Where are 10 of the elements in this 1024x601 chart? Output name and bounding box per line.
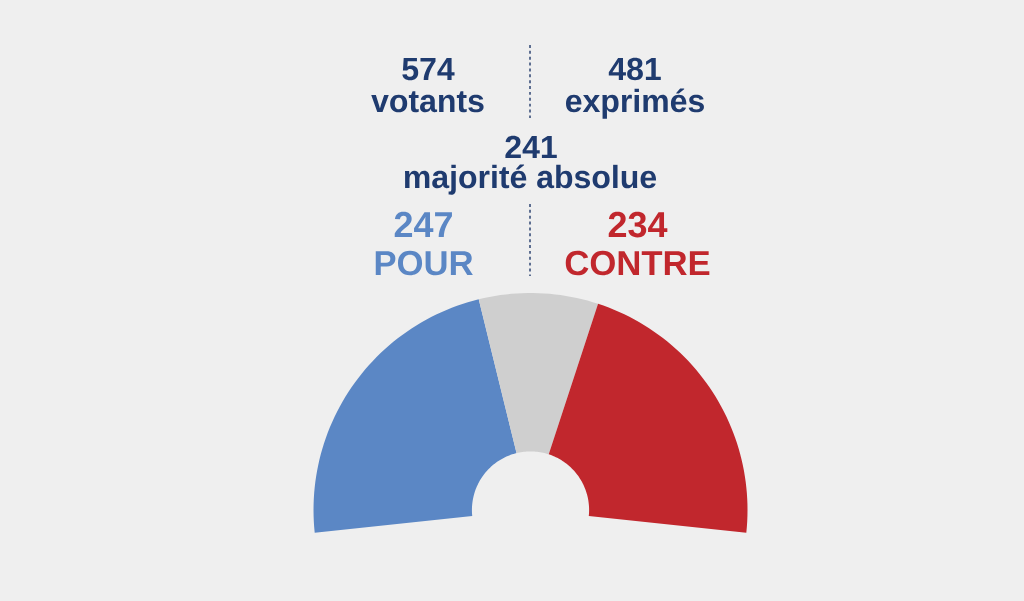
text: votants [371,91,484,113]
text: 574 [402,57,455,81]
data-label: 234 [608,211,668,238]
slice-label: CONTRE [565,250,710,276]
text: 481 [608,57,661,81]
text: majorité absolue [404,164,657,195]
slice-label: POUR [375,250,473,276]
text: exprimés [566,88,704,119]
data-label: 247 [394,211,452,237]
text: 241 [505,135,557,158]
